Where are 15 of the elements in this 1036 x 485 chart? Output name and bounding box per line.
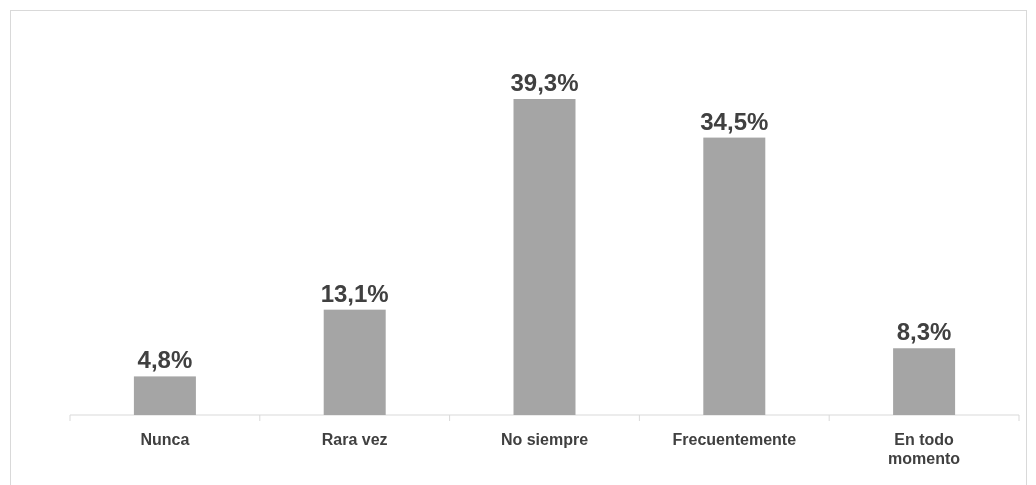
x-tick-label: En todo momento (888, 431, 961, 467)
bar (703, 137, 766, 415)
bar (893, 348, 956, 415)
data-label: 13,1% (320, 279, 389, 307)
x-tick-label: Rara vez (321, 431, 388, 448)
data-label: 8,3% (896, 318, 952, 346)
data-label: 34,5% (700, 107, 769, 135)
x-tick-label: Nunca (140, 431, 190, 448)
bar (513, 99, 576, 415)
x-tick-label: No siempre (500, 431, 589, 448)
bar (133, 376, 196, 415)
bar (323, 309, 386, 415)
x-tick-label: Frecuentemente (672, 431, 797, 448)
data-label: 4,8% (137, 346, 193, 374)
data-label: 39,3% (510, 69, 579, 96)
